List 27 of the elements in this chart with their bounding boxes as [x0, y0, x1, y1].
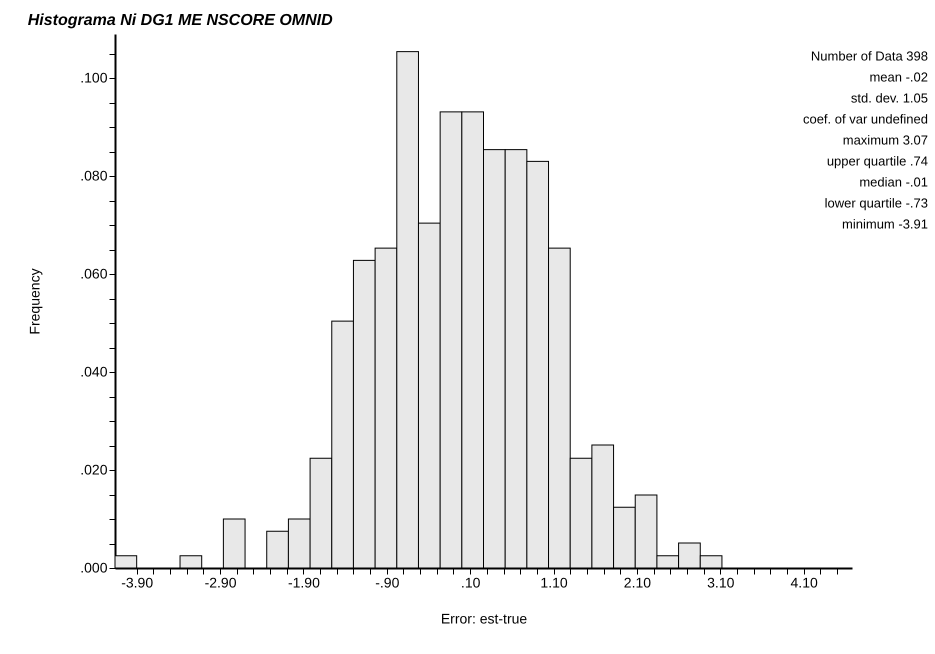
x-tick-label: 4.10	[790, 574, 818, 590]
annotation: coef. of var undefined	[802, 112, 928, 126]
annotation: std. dev. 1.05	[850, 90, 928, 106]
text: median -.01	[859, 174, 928, 190]
x-tick-label: .10	[460, 574, 481, 590]
x-tick-label: -1.90	[288, 574, 320, 590]
y-tick-label: .020	[80, 462, 108, 478]
annotation: minimum -3.91	[842, 216, 928, 232]
annotation: Number of Data 398	[810, 48, 928, 64]
x-tick-label: 2.10	[624, 574, 652, 590]
annotation: maximum 3.07	[842, 132, 928, 148]
x-tick-label: -.90	[375, 574, 400, 590]
y-tick-label: .000	[80, 560, 108, 576]
y-tick-label: .040	[80, 364, 108, 380]
x-axis-title: Error: est-true	[440, 610, 528, 626]
y-tick-label: .060	[80, 266, 108, 282]
x-tick-label: -3.90	[121, 574, 154, 590]
annotation: upper quartile .74	[826, 154, 928, 168]
text: mean -.02	[869, 70, 928, 84]
y-tick-label: .080	[80, 168, 108, 184]
annotation: lower quartile -.73	[824, 196, 928, 210]
chart-title: Histograma Ni DG1 ME NSCORE OMNID	[28, 12, 334, 29]
y-tick-label: .100	[80, 70, 108, 86]
y-axis-title: Frequency	[26, 268, 42, 335]
x-tick-label: 1.10	[540, 574, 568, 590]
x-tick-label: -2.90	[204, 574, 237, 590]
x-tick-label: 3.10	[707, 574, 735, 590]
